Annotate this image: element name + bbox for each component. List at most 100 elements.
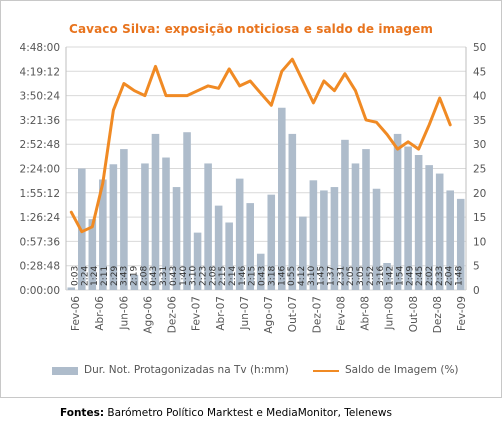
bar-data-label: 1:46 [238, 266, 248, 286]
bar [330, 187, 339, 290]
bar-data-label: 2:11 [100, 266, 110, 286]
legend-bar-label: Dur. Not. Protagonizadas na Tv (h:mm) [84, 364, 289, 376]
bar-data-label: 0:43 [149, 266, 159, 286]
bar-data-label: 3:43 [120, 266, 130, 286]
chart-title: Cavaco Silva: exposição noticiosa e sald… [69, 22, 433, 36]
bar [130, 274, 139, 290]
bar-data-label: 2:24 [80, 266, 90, 286]
bar [309, 180, 318, 290]
bar [362, 149, 370, 290]
bar-data-label: 0:03 [70, 266, 80, 286]
bar [172, 187, 181, 290]
bar [214, 205, 223, 290]
bar [383, 263, 391, 290]
bar [456, 198, 465, 290]
bar [225, 222, 233, 290]
x-tick-label: Out-07 [287, 296, 299, 332]
x-tick-label: Fev-08 [335, 296, 347, 331]
x-tick-label: Jun-08 [384, 296, 396, 331]
legend: Dur. Not. Protagonizadas na Tv (h:mm) Sa… [0, 364, 502, 378]
bar-data-label: 2:15 [248, 266, 258, 286]
bar [288, 133, 297, 290]
bar-data-label: 1:48 [455, 266, 465, 286]
bar-series [67, 107, 465, 290]
bar [278, 107, 286, 290]
bar-data-label: 0:55 [287, 266, 297, 286]
bar-data-label: 1:37 [327, 266, 337, 286]
y-right-tick-label: 25 [473, 164, 486, 176]
bar [151, 133, 160, 290]
y-left-tick-label: 0:00:00 [20, 285, 60, 297]
bar [246, 203, 254, 290]
y-right-tick-label: 20 [473, 188, 486, 200]
bar [88, 219, 97, 290]
y-right-tick-label: 5 [473, 261, 480, 273]
bar [446, 190, 454, 290]
bar-data-label: 1:42 [386, 266, 396, 286]
bar [183, 132, 191, 290]
y-left-tick-label: 0:57:36 [20, 236, 61, 248]
y-left-tick-label: 2:24:00 [20, 164, 60, 176]
bar-data-label: 2:02 [425, 266, 435, 286]
bar-data-label: 3:10 [307, 266, 317, 286]
x-tick-label: Abr-06 [94, 296, 106, 331]
bar [372, 188, 381, 290]
y-left-tick-label: 1:55:12 [20, 188, 60, 200]
y-right-tick-label: 35 [473, 115, 486, 127]
y-left-tick-label: 2:52:48 [20, 139, 60, 151]
bar [120, 149, 128, 290]
bar-data-label: 3:05 [356, 266, 366, 286]
bar [193, 232, 202, 290]
x-tick-label: Jun-07 [239, 296, 251, 331]
bar-data-label: 3:16 [376, 266, 386, 286]
bar-data-label: 2:33 [435, 266, 445, 286]
bar-data-label: 1:54 [396, 266, 406, 286]
bar [414, 155, 423, 290]
bar [341, 139, 349, 290]
bar [435, 173, 444, 290]
saldo-line [69, 57, 452, 234]
bar-data-label: 2:31 [336, 266, 346, 286]
bar-data-label: 2:14 [228, 266, 238, 286]
bar [162, 157, 170, 290]
bar-data-label: 1:40 [179, 266, 189, 286]
y-left-tick-label: 0:28:48 [20, 261, 60, 273]
bar-data-label: 0:43 [258, 266, 268, 286]
y-right-tick-label: 10 [473, 236, 486, 248]
source-text: Barómetro Político Marktest e MediaMonit… [107, 407, 392, 419]
x-tick-label: Ago-07 [263, 296, 275, 334]
bar [404, 146, 412, 290]
bar-data-label: 2:08 [139, 266, 149, 286]
bar-data-label: 2:29 [110, 266, 120, 286]
bar [235, 178, 244, 290]
x-tick-label: Dez-08 [432, 296, 444, 333]
bar-data-label: 2:04 [445, 266, 455, 286]
bar-data-label: 1:46 [277, 266, 287, 286]
bar-data-label: 2:19 [130, 266, 140, 286]
bar-data-label: 3:18 [267, 266, 277, 286]
bar-data-label: 1:24 [90, 266, 100, 286]
bar-data-label: 1:45 [317, 266, 327, 286]
y-left-tick-label: 1:26:24 [20, 212, 61, 224]
x-tick-label: Out-08 [408, 296, 420, 332]
chart-plot: 0:00:00 0:28:48 0:57:36 1:26:24 1:55:12 2:24:… [20, 42, 487, 334]
x-tick-label: Fev-07 [191, 296, 203, 331]
bar-data-label: 2:23 [199, 266, 209, 286]
bar-data-label: 4:12 [297, 266, 307, 286]
left-axis-ticks: 0:00:00 0:28:48 0:57:36 1:26:24 1:55:12 2:24:… [20, 42, 61, 297]
bar [393, 133, 402, 290]
bar-data-label: 2:15 [218, 266, 228, 286]
bar-data-label: 2:49 [405, 266, 415, 286]
y-right-tick-label: 50 [473, 42, 486, 54]
bar [267, 194, 276, 290]
legend-bar-swatch [52, 367, 78, 375]
bar-data-labels: 0:03 2:24 1:24 2:11 2:29 3:43 2:19 2:08 0:43 3:31… [70, 266, 464, 286]
bar-data-label: 2:08 [208, 266, 218, 286]
y-left-tick-label: 3:50:24 [20, 91, 61, 103]
line-series [69, 57, 452, 234]
bar [320, 190, 328, 290]
y-right-tick-label: 45 [473, 66, 486, 78]
x-tick-label: Fev-06 [70, 296, 82, 331]
bar-data-label: 2:52 [366, 266, 376, 286]
bar-data-label: 2:45 [415, 266, 425, 286]
